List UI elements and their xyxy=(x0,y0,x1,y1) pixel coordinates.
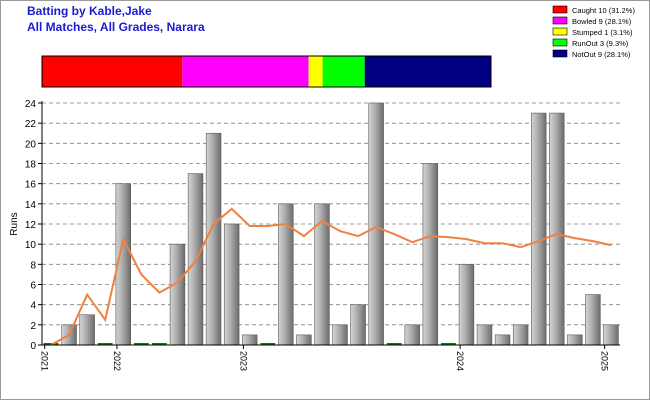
runs-bar-zero xyxy=(97,343,113,345)
y-tick-label: 24 xyxy=(25,99,37,110)
y-tick-label: 4 xyxy=(30,301,36,312)
legend-label: RunOut 3 (9.3%) xyxy=(572,39,629,48)
legend-swatch xyxy=(552,49,568,58)
y-tick-label: 14 xyxy=(25,200,37,211)
runs-bar-zero xyxy=(260,343,276,345)
runs-bar xyxy=(205,132,222,346)
chart-subtitle: All Matches, All Grades, Narara xyxy=(27,20,205,34)
y-tick-label: 18 xyxy=(25,160,37,171)
runs-bar xyxy=(549,112,565,346)
runs-bar-zero xyxy=(441,343,456,345)
y-tick-label: 6 xyxy=(30,281,36,292)
runs-bar xyxy=(332,324,348,346)
runs-bar-zero xyxy=(386,343,402,345)
runs-bar xyxy=(494,334,511,346)
x-tick-label: 2022 xyxy=(112,351,122,371)
runs-bar xyxy=(350,304,366,346)
dismissal-segment-caught xyxy=(42,56,183,87)
x-tick-label: 2025 xyxy=(600,351,610,371)
runs-bar-zero xyxy=(133,343,149,345)
average-line xyxy=(50,207,612,346)
legend-label: Caught 10 (31.2%) xyxy=(572,6,635,15)
x-tick-label: 2023 xyxy=(238,351,248,371)
y-tick-label: 16 xyxy=(25,180,37,191)
legend-swatch xyxy=(552,16,568,25)
legend-swatch xyxy=(552,5,568,14)
runs-bar xyxy=(567,334,583,346)
legend-swatch xyxy=(552,38,568,47)
runs-bar xyxy=(458,264,475,346)
legend-label: Bowled 9 (28.1%) xyxy=(572,17,632,26)
dismissal-segment-stumped xyxy=(308,56,323,87)
dismissal-breakdown-bar xyxy=(41,55,492,88)
runs-bar xyxy=(79,314,95,346)
legend-swatch xyxy=(552,27,568,36)
dismissal-segment-bowled xyxy=(182,56,309,87)
x-tick-label: 2021 xyxy=(40,351,50,371)
y-axis-title: Runs xyxy=(9,212,20,235)
y-tick-label: 12 xyxy=(25,220,37,231)
dismissal-segment-notout xyxy=(364,56,491,87)
dismissal-segment-runout xyxy=(322,56,365,87)
runs-bar xyxy=(531,112,547,346)
runs-bar xyxy=(223,223,240,346)
y-tick-label: 22 xyxy=(25,119,37,130)
dismissal-bar-border xyxy=(41,55,492,88)
runs-bar xyxy=(296,334,312,346)
chart-title: Batting by Kable,Jake xyxy=(27,4,152,18)
y-tick-label: 20 xyxy=(25,139,37,150)
runs-bar xyxy=(476,324,493,346)
dismissal-legend: Caught 10 (31.2%) Bowled 9 (28.1%) Stumped… xyxy=(552,5,635,59)
legend-label: NotOut 9 (28.1%) xyxy=(572,50,631,59)
legend-label: Stumped 1 (3.1%) xyxy=(572,28,633,37)
runs-bar-zero xyxy=(152,343,167,345)
runs-bar xyxy=(242,334,258,346)
y-tick-label: 8 xyxy=(30,260,36,271)
runs-bar xyxy=(368,102,384,346)
y-tick-label: 2 xyxy=(30,321,36,332)
runs-bar xyxy=(422,163,439,346)
runs-bar xyxy=(169,243,186,346)
x-tick-label: 2024 xyxy=(455,351,465,371)
y-tick-label: 0 xyxy=(30,341,36,352)
y-tick-label: 10 xyxy=(25,240,37,251)
runs-bar xyxy=(404,324,420,346)
runs-bar xyxy=(585,294,601,346)
runs-bar xyxy=(603,324,619,346)
runs-bar xyxy=(512,324,529,346)
